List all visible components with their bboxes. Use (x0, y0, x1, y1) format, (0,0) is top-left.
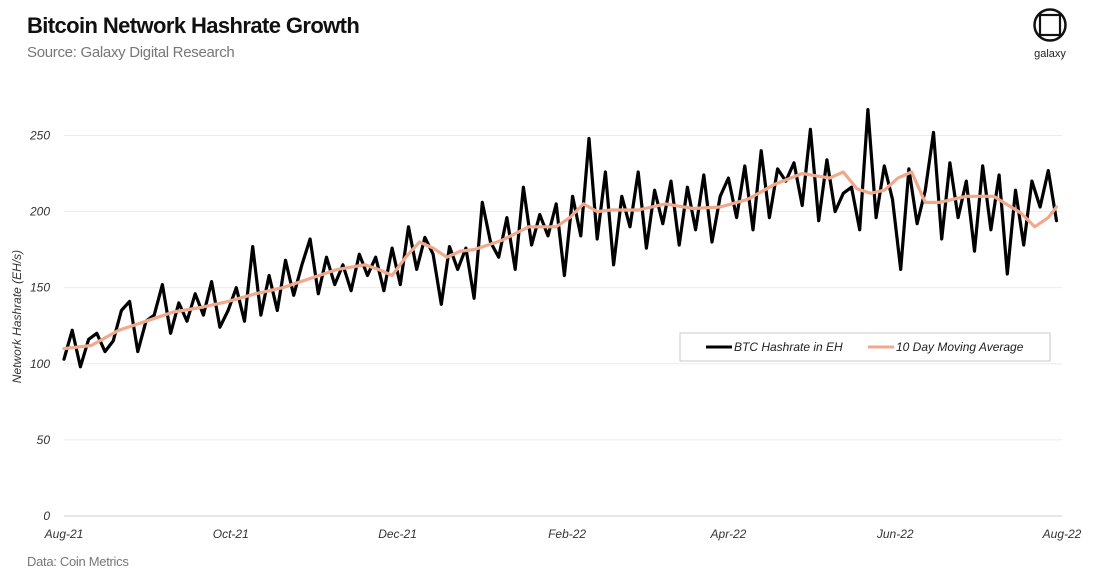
y-tick-label: 100 (30, 357, 50, 371)
hashrate-series-line (62, 107, 1059, 369)
y-tick-label: 50 (37, 433, 51, 447)
x-tick-label: Aug-21 (44, 527, 84, 541)
y-tick-label: 200 (29, 205, 50, 219)
moving-average-series-line (62, 170, 1059, 351)
x-tick-label: Dec-21 (378, 527, 417, 541)
chart-subtitle: Source: Galaxy Digital Research (27, 44, 235, 61)
data-source-note: Data: Coin Metrics (27, 554, 129, 569)
legend-label-2: 10 Day Moving Average (896, 340, 1024, 354)
x-tick-label: Oct-21 (213, 527, 249, 541)
x-tick-label: Aug-22 (1042, 527, 1082, 541)
galaxy-logo[interactable]: galaxy (1026, 8, 1074, 60)
galaxy-logo-icon (1033, 8, 1067, 42)
x-tick-label: Apr-22 (710, 527, 747, 541)
x-tick-label: Feb-22 (548, 527, 586, 541)
y-tick-label: 0 (43, 509, 50, 523)
legend-box (679, 332, 1051, 362)
logo-text: galaxy (1034, 48, 1066, 60)
x-tick-label: Jun-22 (876, 527, 914, 541)
y-tick-label: 150 (30, 281, 50, 295)
chart-title: Bitcoin Network Hashrate Growth (27, 13, 360, 38)
y-tick-label: 250 (29, 128, 50, 142)
y-axis-label: Network Hashrate (EH/s) (10, 250, 24, 383)
legend-label-1: BTC Hashrate in EH (734, 340, 843, 354)
